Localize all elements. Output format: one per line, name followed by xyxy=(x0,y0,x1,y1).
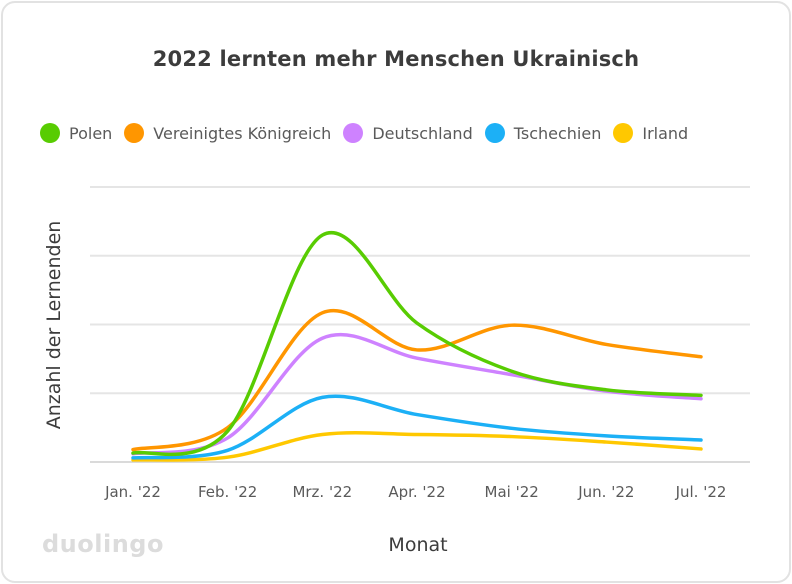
series-line-tschechien xyxy=(131,394,703,460)
x-tick-label: Jun. '22 xyxy=(577,483,634,501)
legend-item-deutschland: Deutschland xyxy=(343,123,473,143)
legend-item-irland: Irland xyxy=(613,123,688,143)
legend-item-polen: Polen xyxy=(40,123,112,143)
legend-label-deutschland: Deutschland xyxy=(372,123,473,143)
legend: Polen Vereinigtes Königreich Deutschland… xyxy=(40,121,770,145)
x-tick-label: Mrz. '22 xyxy=(292,483,352,501)
series-line-polen xyxy=(131,230,703,457)
legend-swatch-irland xyxy=(613,123,634,143)
legend-item-tschechien: Tschechien xyxy=(484,123,602,143)
chart-title: 2022 lernten mehr Menschen Ukrainisch xyxy=(152,47,640,71)
series-line-irland xyxy=(131,431,703,462)
legend-swatch-deutschland xyxy=(343,123,364,143)
legend-swatch-polen xyxy=(40,123,60,143)
y-axis-label: Anzahl der Lernenden xyxy=(43,220,65,430)
duolingo-logo: duolingo xyxy=(42,530,164,558)
legend-label-irland: Irland xyxy=(642,123,689,143)
legend-label-polen: Polen xyxy=(69,123,113,143)
x-axis-label: Monat xyxy=(388,534,448,556)
x-tick-label: Feb. '22 xyxy=(198,483,257,501)
legend-swatch-vereinigtes-koenigreich xyxy=(124,123,145,143)
x-tick-label: Jan. '22 xyxy=(104,483,161,501)
series-line-vereinigtes-k-nigreich xyxy=(131,309,703,452)
x-tick-label: Mai '22 xyxy=(485,483,539,501)
legend-label-tschechien: Tschechien xyxy=(513,123,602,143)
x-tick-label: Jul. '22 xyxy=(675,483,727,501)
legend-label-vereinigtes-koenigreich: Vereinigtes Königreich xyxy=(153,123,332,143)
legend-swatch-tschechien xyxy=(484,123,505,143)
x-tick-label: Apr. '22 xyxy=(388,483,445,501)
legend-item-vereinigtes-koenigreich: Vereinigtes Königreich xyxy=(124,123,331,143)
